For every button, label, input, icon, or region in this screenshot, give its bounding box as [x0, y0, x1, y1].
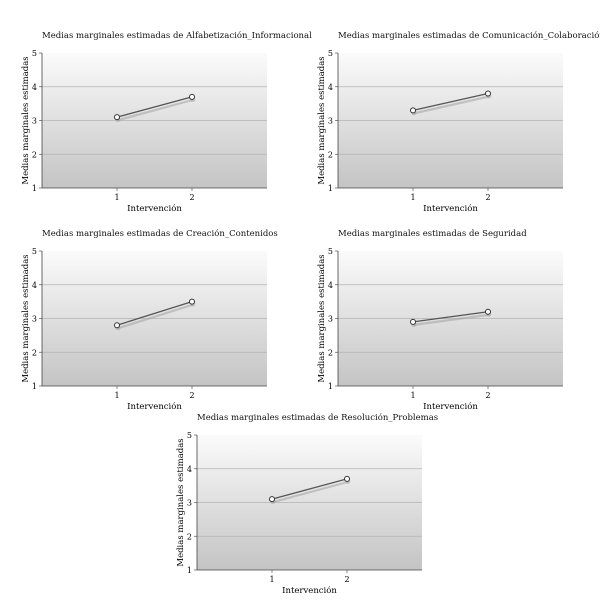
- chart-2: Medias marginales estimadas de Comunicac…: [317, 31, 600, 231]
- x-tick-label: 2: [485, 193, 490, 202]
- series-line: [412, 311, 489, 323]
- y-tick-label: 1: [32, 382, 37, 391]
- data-point: [189, 93, 195, 100]
- x-tick-label: 1: [410, 391, 415, 400]
- series-line: [271, 478, 348, 500]
- y-tick-label: 4: [32, 281, 37, 290]
- chart-title: Medias marginales estimadas de Resolució…: [197, 413, 439, 423]
- series-line-shadow: [117, 303, 194, 330]
- x-axis-label: Intervención: [127, 203, 182, 214]
- chart-svg: 1 2 3 4 5 1 2 Intervención Medias marginales est…: [317, 49, 563, 214]
- y-tick-label: 3: [32, 117, 37, 126]
- y-tick-label: 2: [32, 150, 37, 159]
- data-point: [344, 475, 350, 482]
- data-point: [114, 114, 120, 121]
- series-line-shadow: [117, 98, 194, 122]
- y-tick-label: 4: [328, 83, 333, 92]
- y-tick-label: 2: [328, 150, 333, 159]
- x-tick-label: 1: [114, 193, 119, 202]
- data-point: [410, 107, 416, 114]
- chart-svg: 1 2 3 4 5 1 2 Intervención Medias marginales est…: [21, 247, 267, 412]
- y-tick-label: 1: [32, 184, 37, 193]
- y-tick-label: 5: [32, 49, 37, 58]
- y-tick-label: 2: [187, 532, 192, 541]
- y-tick-label: 5: [328, 247, 333, 256]
- chart-1: Medias marginales estimadas de Alfabetiz…: [21, 31, 312, 231]
- x-tick-label: 1: [269, 575, 274, 584]
- data-point: [269, 496, 275, 503]
- y-tick-label: 3: [187, 499, 192, 508]
- y-tick-label: 3: [328, 315, 333, 324]
- data-point: [410, 318, 416, 325]
- series-line-shadow: [413, 313, 490, 326]
- x-axis-label: Intervención: [423, 401, 478, 412]
- y-axis-label: Medias marginales estimadas: [317, 254, 327, 382]
- y-tick-label: 1: [187, 566, 192, 575]
- chart-3: Medias marginales estimadas de Creación_…: [21, 229, 282, 429]
- x-axis-label: Intervención: [127, 401, 182, 412]
- chart-title: Medias marginales estimadas de Seguridad: [338, 229, 527, 239]
- y-tick-label: 2: [328, 348, 333, 357]
- y-tick-label: 2: [32, 348, 37, 357]
- y-tick-label: 4: [187, 465, 192, 474]
- x-tick-label: 2: [189, 193, 194, 202]
- chart-title: Medias marginales estimadas de Alfabetiz…: [42, 31, 312, 41]
- series-line: [412, 92, 489, 112]
- series-line-shadow: [413, 95, 490, 115]
- y-tick-label: 5: [187, 431, 192, 440]
- series-line: [116, 96, 193, 118]
- x-tick-label: 1: [410, 193, 415, 202]
- y-tick-label: 5: [328, 49, 333, 58]
- x-axis-label: Intervención: [282, 585, 337, 596]
- y-tick-label: 3: [328, 117, 333, 126]
- y-tick-label: 3: [32, 315, 37, 324]
- x-tick-label: 1: [114, 391, 119, 400]
- data-point: [189, 298, 195, 305]
- y-axis-label: Medias marginales estimadas: [176, 438, 186, 566]
- chart-svg: 1 2 3 4 5 1 2 Intervención Medias marginales est…: [317, 247, 563, 412]
- x-tick-label: 2: [344, 575, 349, 584]
- x-axis-label: Intervención: [423, 203, 478, 214]
- y-axis-label: Medias marginales estimadas: [21, 254, 31, 382]
- y-axis-label: Medias marginales estimadas: [21, 56, 31, 184]
- chart-svg: 1 2 3 4 5 1 2 Intervención Medias marginales est…: [21, 49, 267, 214]
- chart-title: Medias marginales estimadas de Creación_…: [42, 229, 278, 239]
- y-axis-label: Medias marginales estimadas: [317, 56, 327, 184]
- series-line-shadow: [272, 480, 349, 504]
- chart-4: Medias marginales estimadas de Seguridad…: [317, 229, 578, 429]
- x-tick-label: 2: [485, 391, 490, 400]
- y-tick-label: 4: [328, 281, 333, 290]
- chart-5: Medias marginales estimadas de Resolució…: [176, 413, 439, 613]
- x-tick-label: 2: [189, 391, 194, 400]
- data-point: [485, 308, 491, 315]
- series-line: [116, 301, 193, 326]
- chart-title: Medias marginales estimadas de Comunicac…: [338, 31, 600, 41]
- y-tick-label: 5: [32, 247, 37, 256]
- data-point: [485, 90, 491, 97]
- y-tick-label: 1: [328, 184, 333, 193]
- data-point: [114, 322, 120, 329]
- y-tick-label: 4: [32, 83, 37, 92]
- y-tick-label: 1: [328, 382, 333, 391]
- chart-svg: 1 2 3 4 5 1 2 Intervención Medias marginales est…: [176, 431, 422, 596]
